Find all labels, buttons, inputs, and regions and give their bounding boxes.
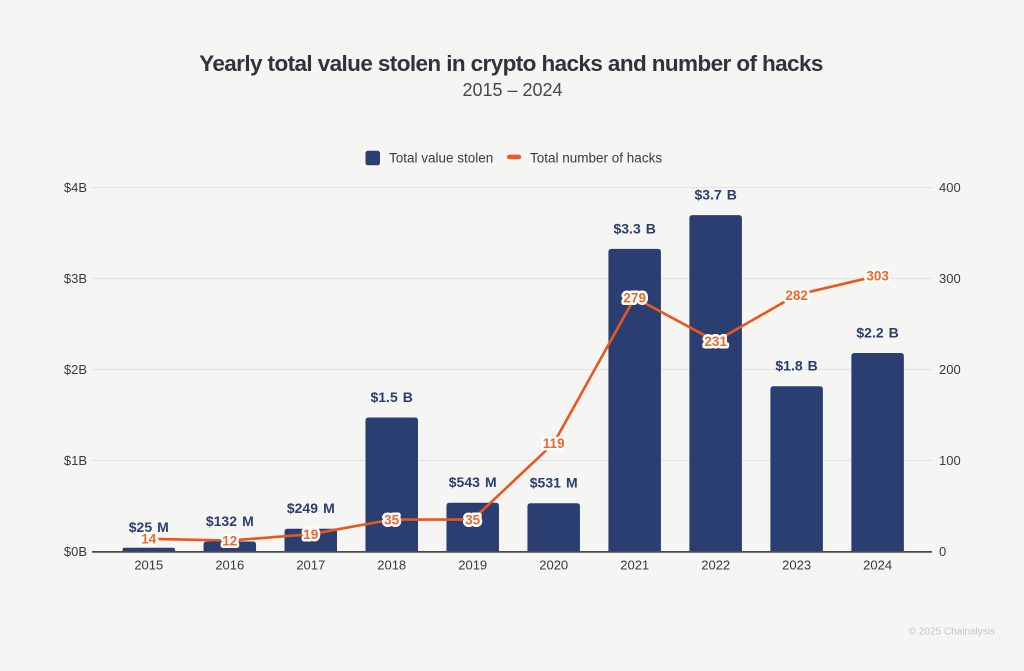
svg-text:2016: 2016 xyxy=(215,558,244,573)
svg-text:$249 M: $249 M xyxy=(287,500,335,516)
svg-text:Yearly total value stolen in c: Yearly total value stolen in crypto hack… xyxy=(199,51,823,76)
svg-text:2023: 2023 xyxy=(782,558,811,573)
svg-text:$2.2 B: $2.2 B xyxy=(856,324,898,340)
svg-text:© 2025 Chainalysis: © 2025 Chainalysis xyxy=(909,627,995,638)
svg-text:2018: 2018 xyxy=(377,558,406,573)
svg-text:400: 400 xyxy=(939,180,961,195)
svg-text:279: 279 xyxy=(623,291,646,306)
svg-text:2017: 2017 xyxy=(296,558,325,573)
svg-text:303: 303 xyxy=(866,269,889,284)
svg-text:$4B: $4B xyxy=(64,180,87,195)
svg-text:$543 M: $543 M xyxy=(449,474,497,490)
svg-text:119: 119 xyxy=(543,436,565,451)
svg-text:35: 35 xyxy=(465,513,481,528)
svg-text:$3B: $3B xyxy=(64,271,87,286)
svg-text:$132 M: $132 M xyxy=(206,513,254,529)
svg-text:12: 12 xyxy=(222,534,237,549)
svg-text:282: 282 xyxy=(785,288,808,303)
svg-text:$25 M: $25 M xyxy=(129,519,169,535)
svg-text:$1.8 B: $1.8 B xyxy=(775,358,817,374)
svg-text:$2B: $2B xyxy=(64,362,87,377)
svg-text:2015 – 2024: 2015 – 2024 xyxy=(462,80,562,100)
svg-text:2020: 2020 xyxy=(539,558,568,573)
svg-text:$1.5 B: $1.5 B xyxy=(370,389,412,405)
svg-text:$1B: $1B xyxy=(64,453,87,468)
svg-text:2019: 2019 xyxy=(458,558,487,573)
svg-text:14: 14 xyxy=(141,532,157,547)
svg-text:231: 231 xyxy=(704,334,727,349)
svg-text:300: 300 xyxy=(939,271,961,286)
svg-text:$3.7 B: $3.7 B xyxy=(694,187,736,203)
svg-text:2024: 2024 xyxy=(863,558,892,573)
svg-text:2021: 2021 xyxy=(620,558,649,573)
svg-text:100: 100 xyxy=(939,453,961,468)
svg-text:19: 19 xyxy=(303,527,318,542)
svg-text:200: 200 xyxy=(939,362,961,377)
svg-text:$3.3 B: $3.3 B xyxy=(613,220,655,236)
svg-text:35: 35 xyxy=(384,513,400,528)
svg-text:0: 0 xyxy=(939,544,946,559)
svg-text:Total value stolen: Total value stolen xyxy=(389,151,493,166)
svg-text:$0B: $0B xyxy=(64,544,87,559)
svg-text:2015: 2015 xyxy=(134,558,163,573)
svg-text:$531 M: $531 M xyxy=(530,475,578,491)
svg-text:2022: 2022 xyxy=(701,558,730,573)
svg-text:Total number of hacks: Total number of hacks xyxy=(530,151,662,166)
